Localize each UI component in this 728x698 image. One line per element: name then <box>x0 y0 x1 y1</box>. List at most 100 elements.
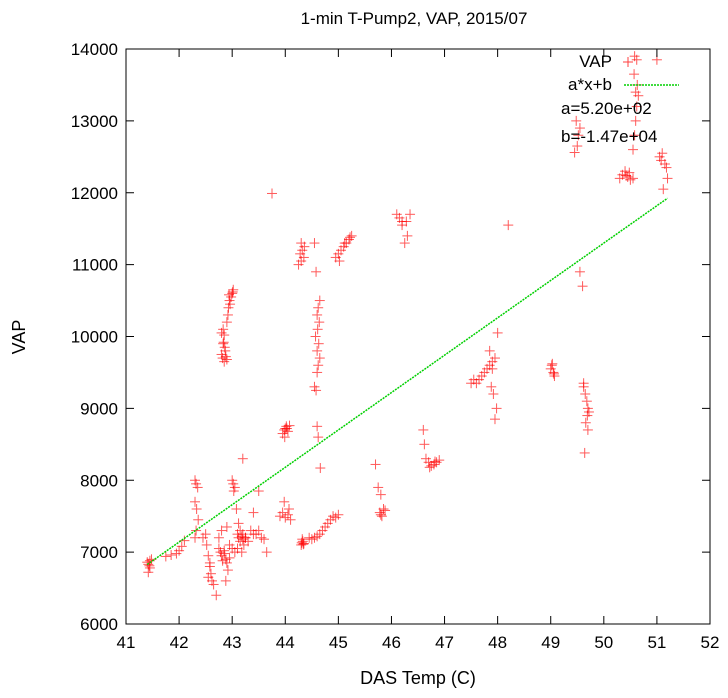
data-point <box>143 567 154 578</box>
data-point <box>218 324 229 335</box>
data-point <box>405 209 416 220</box>
data-point <box>298 539 309 550</box>
data-point <box>279 496 290 507</box>
data-point <box>572 141 583 152</box>
data-point <box>213 532 224 543</box>
data-points <box>142 51 673 601</box>
x-tick-label: 49 <box>541 633 560 652</box>
data-point <box>569 147 580 158</box>
data-point <box>577 281 588 292</box>
data-point <box>628 173 639 184</box>
x-tick-label: 44 <box>276 633 295 652</box>
data-point <box>223 289 234 300</box>
data-point <box>380 505 391 516</box>
data-point <box>285 514 296 525</box>
data-point <box>298 538 309 549</box>
data-point <box>236 547 247 558</box>
data-point <box>582 410 593 421</box>
data-point <box>218 337 229 348</box>
data-point <box>282 509 293 520</box>
data-point <box>418 424 429 435</box>
data-point <box>489 414 500 425</box>
data-point <box>312 531 323 542</box>
data-point <box>231 504 242 514</box>
data-point <box>171 548 182 559</box>
data-point <box>574 123 585 134</box>
fit-line-group <box>146 197 668 566</box>
x-tick-label: 46 <box>382 633 401 652</box>
x-tick-label: 52 <box>701 633 720 652</box>
data-point <box>217 555 228 566</box>
data-point <box>259 534 270 545</box>
data-point <box>200 529 211 540</box>
data-point <box>333 509 344 520</box>
data-point <box>548 368 559 379</box>
data-point <box>431 457 442 468</box>
data-point <box>549 371 560 382</box>
data-point <box>219 342 230 353</box>
data-point <box>346 230 357 241</box>
data-point <box>280 512 291 523</box>
data-point <box>191 504 202 514</box>
data-point <box>345 232 356 243</box>
data-point <box>222 309 233 320</box>
data-point <box>220 575 231 586</box>
data-point <box>311 385 322 396</box>
data-point <box>486 381 497 392</box>
data-point <box>625 174 636 185</box>
data-point <box>313 338 324 349</box>
data-point <box>313 302 324 313</box>
data-point <box>375 509 386 520</box>
data-point <box>279 432 290 443</box>
data-point <box>309 532 320 543</box>
data-point <box>503 220 514 231</box>
data-point <box>312 309 323 320</box>
data-point <box>657 148 668 159</box>
data-point <box>228 486 239 497</box>
data-point <box>419 439 430 450</box>
data-point <box>630 87 641 98</box>
chart-title: 1-min T-Pump2, VAP, 2015/07 <box>301 9 528 28</box>
y-tick-label: 10000 <box>71 328 118 347</box>
data-point <box>484 345 495 356</box>
data-point <box>221 521 232 532</box>
data-point <box>629 130 640 141</box>
data-point <box>582 424 593 435</box>
data-point <box>160 551 171 562</box>
data-point <box>628 144 639 155</box>
data-point <box>629 51 640 62</box>
data-point <box>631 101 642 112</box>
data-point <box>580 417 591 428</box>
data-point <box>233 518 244 529</box>
data-point <box>174 545 185 556</box>
data-point <box>328 511 339 522</box>
data-point <box>225 299 236 310</box>
legend: VAP a*x+b a=5.20e+02 b=-1.47e+04 <box>561 52 679 146</box>
data-point <box>314 353 325 364</box>
data-point <box>579 447 590 458</box>
x-tick-label: 43 <box>223 633 242 652</box>
data-point <box>166 550 177 560</box>
data-point <box>578 378 589 389</box>
data-point <box>487 363 498 374</box>
data-point <box>306 534 317 545</box>
data-point <box>370 459 381 470</box>
data-point <box>402 230 413 241</box>
data-point <box>312 345 323 356</box>
data-point <box>547 358 558 369</box>
data-point <box>334 256 345 267</box>
data-point <box>314 317 325 328</box>
data-point <box>221 557 232 568</box>
data-point <box>192 482 203 493</box>
data-point <box>219 330 230 341</box>
data-point <box>144 560 155 571</box>
data-point <box>312 367 323 378</box>
y-tick-label: 8000 <box>80 471 118 490</box>
data-point <box>656 155 667 166</box>
data-point <box>401 216 412 227</box>
data-point <box>176 541 187 552</box>
data-point <box>203 550 214 561</box>
data-point <box>211 590 222 601</box>
data-point <box>191 525 202 536</box>
